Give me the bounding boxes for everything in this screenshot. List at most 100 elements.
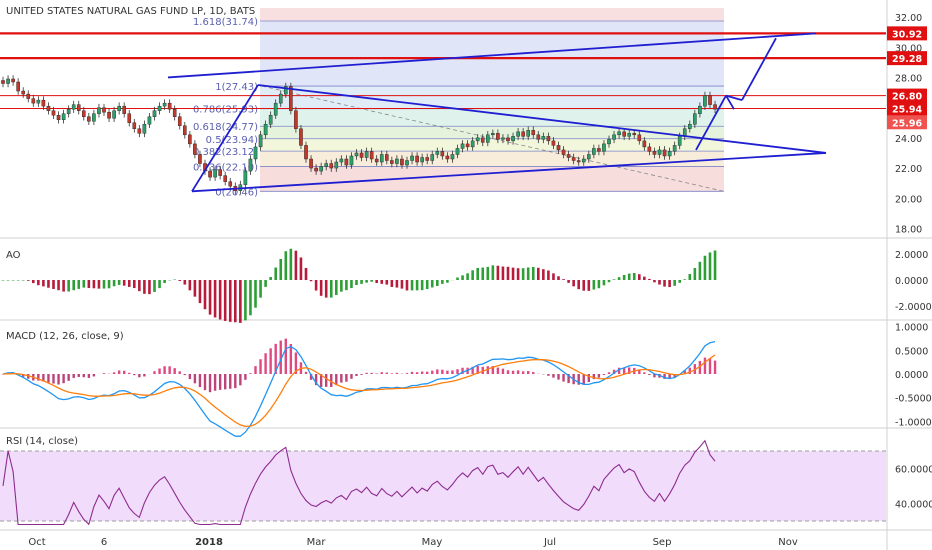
candle [622,131,626,137]
candle [506,137,510,142]
ao-bar [567,280,570,283]
candle [531,130,536,136]
macd-histogram-bar [284,338,287,374]
ao-bar [425,280,429,290]
ao-bar [683,279,687,280]
macd-histogram-bar [426,371,429,374]
macd-histogram-bar [218,374,222,390]
candle [713,104,717,110]
candle [1,80,5,84]
macd-histogram-bar [602,374,606,375]
rsi-line [2,439,716,526]
macd-histogram-bar [82,374,85,378]
price-tick-label: 22.00 [895,164,922,175]
macd-histogram-bar [47,374,50,383]
macd-histogram-bar [234,374,237,389]
macd-histogram-bar [57,374,60,385]
ao-bar [663,280,666,287]
ao-bar [577,280,580,290]
candle [657,149,662,155]
ao-bar [405,280,409,291]
ao-bar [228,280,232,322]
ao-bar [471,270,474,280]
macd-histogram-bar [648,374,651,376]
candle [410,155,414,161]
macd-histogram-bar [87,374,91,378]
candle [137,128,142,134]
fib-zone [260,108,724,127]
macd-histogram-bar [577,374,580,385]
macd-histogram-bar [451,370,454,374]
macd-histogram-bar [340,374,343,383]
macd-histogram-bar [239,374,242,386]
price-tick-label: 18.00 [895,224,922,235]
macd-histogram-bar [547,374,550,376]
ao-bar [249,280,252,316]
ao-bar [643,276,646,280]
candle [526,130,530,137]
candle [496,133,500,140]
price-tick-label: 20.00 [895,194,922,205]
ao-bar [516,268,520,280]
candle [587,154,591,160]
candle [420,157,424,163]
macd-histogram-bar [436,369,439,374]
ao-bar [385,280,389,285]
ao-bar [526,267,530,280]
candle [172,108,177,117]
time-tick-label: Mar [307,537,327,548]
ao-bar [430,280,434,288]
macd-histogram-bar [527,370,530,374]
ao-bar [97,280,101,289]
candle [400,158,404,166]
candle [395,158,399,164]
candle [21,90,26,95]
ao-bar [547,270,550,280]
ao-title: AO [6,250,21,261]
candle [688,124,692,129]
macd-histogram-bar [244,374,247,380]
candle [708,95,712,105]
fib-trend-line [261,85,725,192]
macd-histogram-bar [461,367,464,374]
ao-bar [143,280,146,294]
ao-bar [319,280,323,296]
candle [566,154,571,158]
fibonacci-retracement[interactable]: 1.618(31.74) 1(27.43) 0.786(25.93) 0.618(24… [193,8,725,198]
ao-bar [627,273,631,280]
macd-histogram-bar [557,374,560,380]
candle [541,136,546,140]
pattern-line [695,95,727,151]
macd-histogram-bar [713,360,717,374]
price-tick-label: 28.00 [895,73,922,84]
ao-bar [188,280,192,291]
ao-bar [617,277,621,280]
macd-histogram-bar [673,374,676,377]
candle [501,137,505,140]
ao-bar [562,279,565,280]
macd-histogram-bar [72,374,75,378]
ao-bar [223,280,227,321]
ao-bar [279,258,283,280]
ao-bar [67,280,70,292]
pattern-line [167,32,817,79]
candle [339,158,344,163]
macd-histogram-bar [208,374,212,393]
candle [612,134,616,140]
candle [698,105,702,114]
macd-histogram-bar [314,374,318,386]
triangle-pattern[interactable] [167,32,827,193]
candle [703,95,707,107]
macd-histogram-bar [112,372,116,374]
ao-bar [557,276,560,280]
macd-histogram-bar [42,374,45,382]
macd-histogram-bar [193,374,197,384]
pattern-line [191,84,259,192]
ao-bar [612,279,616,280]
candle [97,107,101,114]
fib-level-label: 0(20.46) [215,187,258,198]
candle [425,157,430,161]
macd-histogram-bar [395,372,399,374]
ao-bar [632,273,636,280]
